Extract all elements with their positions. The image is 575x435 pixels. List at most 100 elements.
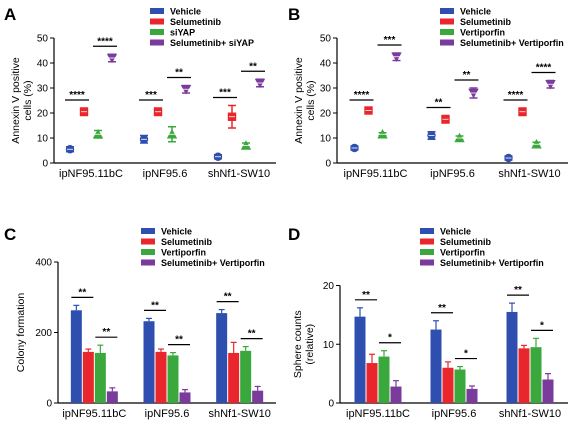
x-tick-label: shNf1-SW10 [498,168,560,180]
bar [82,351,94,403]
significance-label: ** [78,287,86,298]
y-axis-label-text: Annexin V positive [10,57,22,144]
significance-label: ** [248,329,256,340]
legend-swatch [440,39,454,46]
legend-swatch [420,238,434,245]
significance-label: **** [508,90,524,101]
x-tick-label: ipNF95.6 [432,408,477,420]
bar [466,388,478,403]
panel-label: C [4,225,16,244]
y-axis-label-text: (relative) [304,324,316,365]
legend-swatch [440,18,454,25]
significance-label: ** [362,290,370,301]
bar [378,356,390,403]
x-tick-label: shNf1-SW10 [208,408,270,420]
y-axis-label: Sphere counts (relative) [292,310,316,378]
significance-label: ** [463,70,471,81]
y-tick-label: 0 [325,159,331,170]
legend-entry: Vehicle [161,227,192,237]
y-tick-label: 10 [323,340,335,351]
y-axis-label-text: Annexin V positive [293,57,305,144]
y-tick-label: 30 [320,84,332,95]
significance-label: **** [69,90,85,101]
panel-c: C VehicleSelumetinibVertiporfinSelumetini… [4,225,276,420]
x-tick-label: ipNF95.6 [143,168,188,180]
legend-entry: Vertiporfin [161,248,206,258]
y-tick-label: 200 [35,328,52,339]
bar [354,316,366,403]
panel-label: A [4,5,16,24]
legend-swatch [141,249,155,255]
significance-label: **** [354,90,370,101]
x-tick-label: ipNF95.11bC [344,168,408,180]
significance-label: **** [536,63,552,74]
bar [143,321,155,403]
legend-entry: Selumetinib+ Vertiporfin [460,38,564,48]
significance-label: ** [102,327,110,338]
legend-entry: Selumetinib [440,237,492,247]
data-point [240,140,252,150]
significance-label: **** [97,36,113,47]
legend-swatch [150,39,164,46]
data-point [92,129,104,139]
significance-label: ** [151,300,159,311]
legend-entry: Vertiporfin [460,28,505,38]
legend-swatch [420,259,434,266]
x-tick-label: ipNF95.6 [430,168,475,180]
bar [155,351,167,403]
significance-label: *** [384,35,396,46]
x-tick-label: ipNF95.11bC [346,408,410,420]
significance-label: * [540,320,544,331]
bar [240,350,252,403]
y-tick-label: 40 [37,59,49,70]
legend-entry: Vertiporfin [440,248,485,258]
significance-label: ** [175,335,183,346]
panel-label: D [288,225,300,244]
y-tick-label: 50 [320,34,332,45]
panel-b: B VehicleSelumetinibVertiporfinSelumetini… [288,5,568,180]
x-tick-label: ipNF95.6 [145,408,190,420]
legend-entry: Vehicle [170,7,201,17]
bar [518,348,530,403]
data-point [391,52,402,62]
y-tick-label: 0 [46,399,52,410]
legend-entry: Selumetinib [161,237,213,247]
significance-label: * [388,333,392,344]
panel-label: B [288,5,300,24]
data-point [254,78,266,89]
bar [167,355,179,403]
bar [442,367,454,403]
legend-swatch [141,259,155,266]
y-axis-label-text: Colony formation [15,293,27,373]
legend-entry: Vehicle [440,227,471,237]
y-axis-label-text: cells (%) [305,80,317,120]
y-tick-label: 10 [320,134,332,145]
legend-swatch [150,18,164,25]
y-tick-label: 10 [37,134,49,145]
bar [179,392,191,403]
x-tick-label: ipNF95.11bC [62,408,126,420]
bar [430,329,442,403]
significance-label: *** [219,88,231,99]
y-axis-label: Annexin V positive cells (%) [293,57,317,144]
bar [390,386,402,403]
y-axis-label: Colony formation [15,293,27,373]
significance-label: ** [514,285,522,296]
significance-label: ** [224,292,232,303]
y-axis-label-text: cells (%) [22,80,34,120]
legend-entry: Selumetinib+ siYAP [170,38,254,48]
bar [542,379,554,403]
significance-label: ** [175,68,183,79]
data-point [180,85,192,95]
bar [70,310,82,403]
y-tick-label: 30 [37,84,49,95]
legend-entry: siYAP [170,28,195,38]
legend-entry: Selumetinib+ Vertiporfin [440,258,544,268]
y-tick-label: 20 [323,281,335,292]
significance-label: ** [435,98,443,109]
legend-swatch [440,8,454,14]
legend-swatch [141,238,155,245]
bar [94,352,106,403]
data-point [545,80,556,90]
